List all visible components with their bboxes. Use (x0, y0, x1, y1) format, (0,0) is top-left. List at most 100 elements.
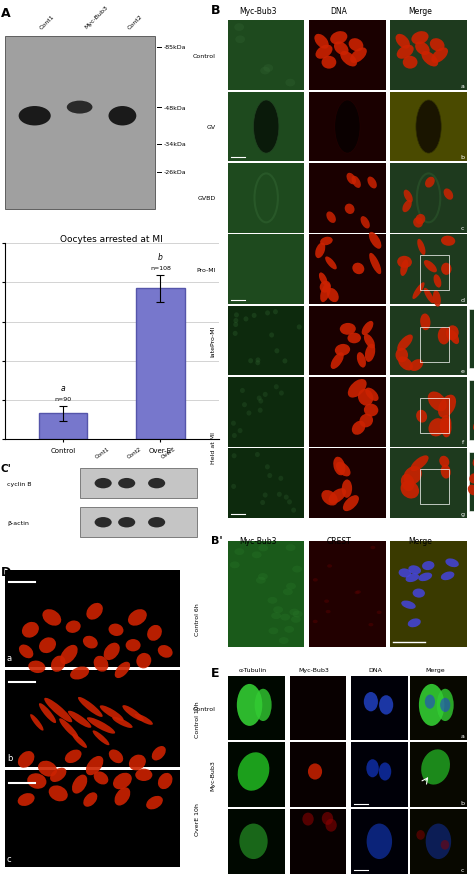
Ellipse shape (397, 256, 412, 269)
Ellipse shape (333, 457, 346, 476)
Circle shape (416, 101, 441, 154)
Ellipse shape (428, 392, 447, 412)
Bar (228, 743, 285, 807)
Text: a: a (7, 653, 12, 662)
Ellipse shape (230, 562, 240, 569)
Ellipse shape (258, 408, 263, 414)
Ellipse shape (361, 217, 370, 229)
Ellipse shape (39, 703, 56, 723)
Text: D: D (0, 565, 11, 579)
Ellipse shape (267, 597, 277, 604)
Ellipse shape (439, 457, 449, 467)
Ellipse shape (128, 609, 147, 626)
Text: latePro-MI: latePro-MI (211, 326, 216, 356)
Bar (290, 810, 346, 874)
Text: GV: GV (207, 125, 216, 130)
Text: n=108: n=108 (150, 265, 171, 270)
Ellipse shape (398, 357, 413, 371)
Text: Myc-Bub3: Myc-Bub3 (299, 666, 329, 672)
Ellipse shape (118, 479, 135, 489)
Ellipse shape (284, 626, 294, 633)
Ellipse shape (320, 237, 333, 246)
Ellipse shape (321, 491, 338, 506)
Bar (228, 378, 304, 447)
Bar (39, 414, 87, 439)
Ellipse shape (113, 773, 132, 789)
Ellipse shape (95, 517, 112, 528)
Ellipse shape (297, 325, 301, 330)
Text: B': B' (211, 536, 222, 545)
Ellipse shape (413, 218, 423, 228)
Text: Cont2: Cont2 (127, 13, 144, 30)
Ellipse shape (446, 558, 459, 567)
Ellipse shape (365, 344, 375, 363)
Ellipse shape (231, 485, 236, 489)
Text: -26kDa: -26kDa (164, 170, 187, 176)
Ellipse shape (104, 643, 120, 660)
Text: Myc-Bub3: Myc-Bub3 (211, 759, 216, 790)
Ellipse shape (440, 415, 451, 435)
Ellipse shape (235, 36, 245, 44)
Ellipse shape (18, 107, 51, 126)
Ellipse shape (94, 656, 109, 672)
Ellipse shape (366, 759, 379, 777)
Ellipse shape (410, 456, 428, 471)
Circle shape (254, 101, 279, 154)
Ellipse shape (416, 830, 425, 839)
Ellipse shape (65, 750, 82, 763)
Bar (228, 541, 304, 647)
Ellipse shape (362, 321, 374, 335)
Ellipse shape (316, 46, 332, 60)
Ellipse shape (233, 322, 238, 327)
Ellipse shape (246, 411, 251, 416)
Ellipse shape (135, 769, 152, 781)
Ellipse shape (346, 174, 356, 185)
Ellipse shape (368, 623, 374, 627)
Ellipse shape (83, 636, 98, 649)
Ellipse shape (473, 421, 474, 431)
Ellipse shape (400, 260, 408, 277)
Ellipse shape (115, 788, 130, 806)
Bar (228, 235, 304, 305)
Ellipse shape (412, 283, 425, 299)
Ellipse shape (403, 466, 422, 486)
Text: g: g (460, 511, 464, 516)
Ellipse shape (469, 474, 474, 484)
Bar (309, 163, 385, 234)
Ellipse shape (235, 549, 244, 556)
Ellipse shape (269, 333, 274, 338)
Ellipse shape (255, 452, 260, 457)
Ellipse shape (72, 774, 87, 794)
Text: α-Tubulin: α-Tubulin (238, 666, 267, 672)
Bar (228, 92, 304, 162)
Bar (228, 810, 285, 874)
Ellipse shape (67, 102, 92, 114)
Ellipse shape (265, 311, 270, 316)
Ellipse shape (441, 236, 455, 247)
Ellipse shape (444, 190, 453, 200)
Ellipse shape (352, 263, 365, 275)
Ellipse shape (352, 176, 361, 189)
Text: -48kDa: -48kDa (164, 105, 187, 111)
Ellipse shape (278, 476, 283, 481)
Ellipse shape (148, 517, 165, 528)
Ellipse shape (421, 750, 450, 785)
Ellipse shape (395, 349, 408, 363)
Ellipse shape (397, 46, 414, 60)
Ellipse shape (95, 479, 112, 489)
Ellipse shape (287, 500, 292, 505)
Ellipse shape (100, 706, 124, 721)
Bar (309, 21, 385, 91)
Bar (420, 327, 449, 362)
Ellipse shape (277, 493, 282, 497)
Ellipse shape (352, 421, 365, 435)
Ellipse shape (258, 399, 263, 404)
Ellipse shape (343, 495, 359, 512)
Ellipse shape (422, 561, 435, 571)
Text: b: b (460, 800, 464, 805)
Text: Merge: Merge (425, 666, 445, 672)
Bar (391, 92, 467, 162)
Text: d: d (460, 298, 464, 302)
Ellipse shape (118, 517, 135, 528)
Ellipse shape (412, 589, 425, 598)
